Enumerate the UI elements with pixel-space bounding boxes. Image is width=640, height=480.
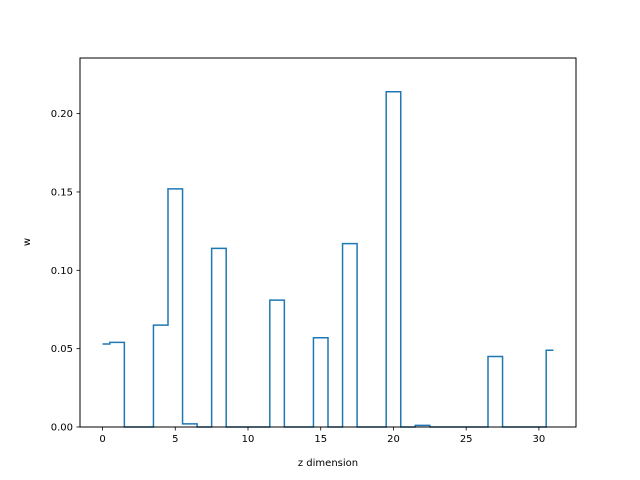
y-tick-label: 0.00: [51, 423, 73, 434]
x-tick-label: 25: [460, 434, 473, 445]
x-tick-label: 5: [172, 434, 178, 445]
x-tick-label: 15: [314, 434, 327, 445]
y-tick-label: 0.05: [51, 344, 73, 355]
x-tick-label: 10: [242, 434, 255, 445]
plot-frame: [79, 57, 577, 428]
y-tick-label: 0.10: [51, 266, 73, 277]
x-tick-label: 0: [99, 434, 105, 445]
y-tick-label: 0.20: [51, 109, 73, 120]
x-tick-label: 30: [533, 434, 546, 445]
x-axis-label: z dimension: [298, 458, 358, 469]
y-tick-label: 0.15: [51, 187, 73, 198]
y-axis-ticks: 0.00 0.05 0.10 0.15 0.20: [51, 109, 80, 434]
x-axis-ticks: 0 5 10 15 20 25 30: [99, 427, 545, 445]
x-tick-label: 20: [387, 434, 400, 445]
y-axis-label: w: [22, 238, 33, 246]
